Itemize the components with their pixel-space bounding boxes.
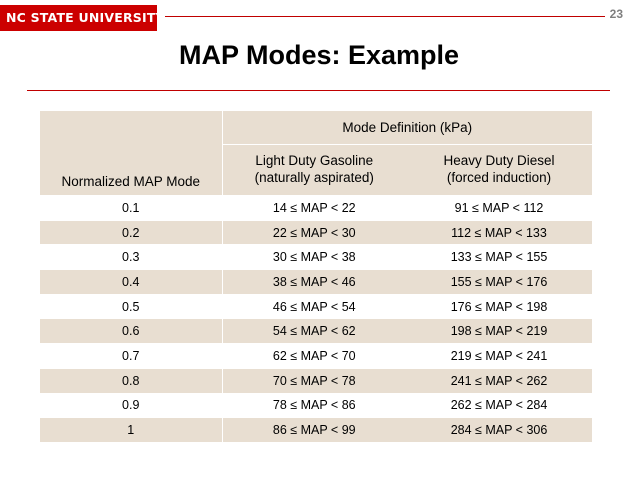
header-divider [165, 16, 605, 17]
cell-mode: 0.5 [40, 293, 222, 319]
cell-gasoline: 62 ≤ MAP < 70 [221, 343, 406, 369]
cell-gasoline: 22 ≤ MAP < 30 [221, 219, 406, 245]
map-modes-table: Normalized MAP Mode Mode Definition (kPa… [40, 111, 592, 442]
page-number: 23 [609, 7, 623, 21]
table-row: 0.2 22 ≤ MAP < 30 112 ≤ MAP < 133 [40, 219, 592, 245]
cell-gasoline: 54 ≤ MAP < 62 [221, 318, 406, 344]
cell-diesel: 262 ≤ MAP < 284 [406, 392, 592, 418]
header-gasoline-line2: (naturally aspirated) [221, 168, 406, 196]
cell-gasoline: 30 ≤ MAP < 38 [221, 244, 406, 270]
cell-diesel: 219 ≤ MAP < 241 [406, 343, 592, 369]
header-diesel-line2: (forced induction) [406, 168, 592, 196]
cell-diesel: 284 ≤ MAP < 306 [406, 417, 592, 442]
cell-diesel: 241 ≤ MAP < 262 [406, 367, 592, 393]
cell-gasoline: 70 ≤ MAP < 78 [221, 367, 406, 393]
cell-diesel: 155 ≤ MAP < 176 [406, 269, 592, 295]
cell-diesel: 112 ≤ MAP < 133 [406, 219, 592, 245]
cell-mode: 0.3 [40, 244, 222, 270]
university-logo: NC STATE UNIVERSITY [0, 5, 165, 31]
cell-diesel: 176 ≤ MAP < 198 [406, 293, 592, 319]
cell-mode: 0.9 [40, 392, 222, 418]
table-row: 0.5 46 ≤ MAP < 54 176 ≤ MAP < 198 [40, 293, 592, 319]
table-row: 0.6 54 ≤ MAP < 62 198 ≤ MAP < 219 [40, 318, 592, 344]
table-row: 0.3 30 ≤ MAP < 38 133 ≤ MAP < 155 [40, 244, 592, 270]
header-gasoline-line1: Light Duty Gasoline [221, 144, 406, 168]
cell-gasoline: 14 ≤ MAP < 22 [221, 195, 406, 221]
cell-diesel: 198 ≤ MAP < 219 [406, 318, 592, 344]
table-row: 0.4 38 ≤ MAP < 46 155 ≤ MAP < 176 [40, 269, 592, 295]
cell-gasoline: 86 ≤ MAP < 99 [221, 417, 406, 442]
cell-gasoline: 78 ≤ MAP < 86 [221, 392, 406, 418]
cell-mode: 0.7 [40, 343, 222, 369]
cell-mode: 0.4 [40, 269, 222, 295]
table-row: 0.8 70 ≤ MAP < 78 241 ≤ MAP < 262 [40, 367, 592, 393]
table-row: 1 86 ≤ MAP < 99 284 ≤ MAP < 306 [40, 417, 592, 442]
header-diesel-line1: Heavy Duty Diesel [406, 144, 592, 168]
cell-mode: 0.1 [40, 195, 222, 221]
table-row: 0.7 62 ≤ MAP < 70 219 ≤ MAP < 241 [40, 343, 592, 369]
cell-mode: 0.8 [40, 367, 222, 393]
cell-gasoline: 46 ≤ MAP < 54 [221, 293, 406, 319]
table-row: 0.9 78 ≤ MAP < 86 262 ≤ MAP < 284 [40, 392, 592, 418]
header-mode-definition: Mode Definition (kPa) [221, 111, 592, 145]
table-row: 0.1 14 ≤ MAP < 22 91 ≤ MAP < 112 [40, 195, 592, 221]
cell-diesel: 91 ≤ MAP < 112 [406, 195, 592, 221]
cell-diesel: 133 ≤ MAP < 155 [406, 244, 592, 270]
cell-gasoline: 38 ≤ MAP < 46 [221, 269, 406, 295]
cell-mode: 0.6 [40, 318, 222, 344]
cell-mode: 0.2 [40, 219, 222, 245]
slide-title: MAP Modes: Example [178, 40, 460, 70]
title-divider [27, 90, 610, 91]
header-normalized-map-mode: Normalized MAP Mode [40, 111, 222, 196]
cell-mode: 1 [40, 417, 222, 442]
